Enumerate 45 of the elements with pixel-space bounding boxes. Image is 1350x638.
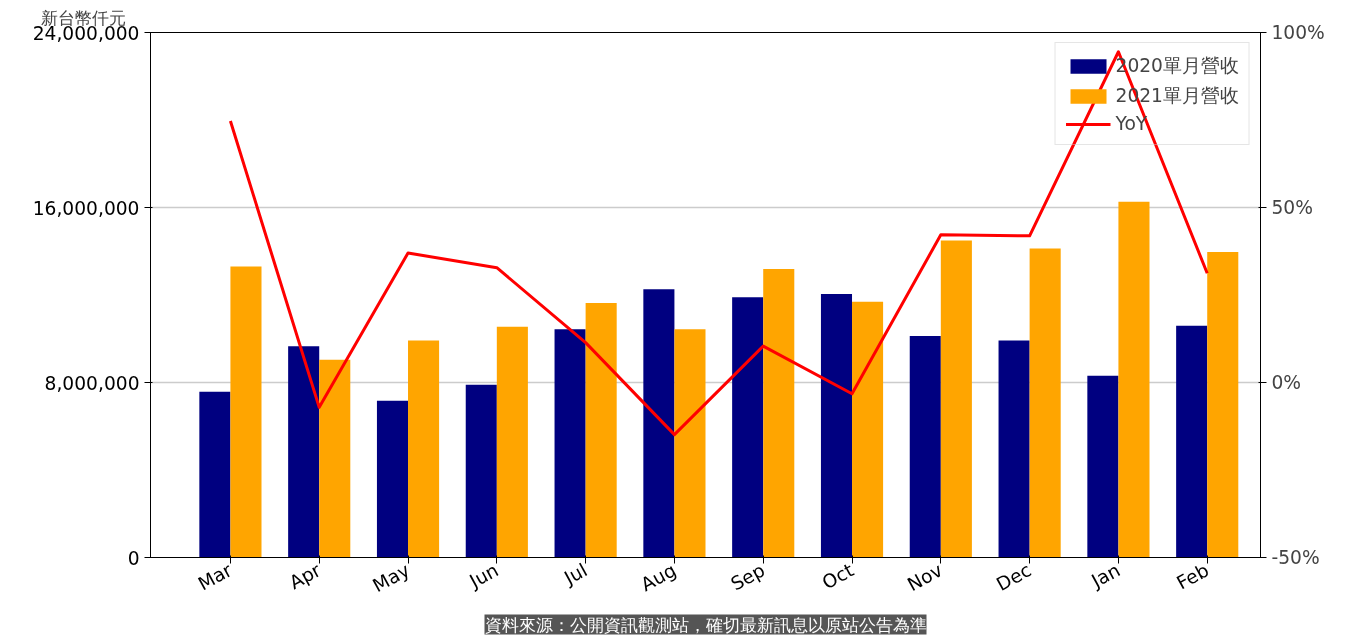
bar <box>199 391 231 558</box>
x-tick-label: Jun <box>465 559 502 593</box>
bar <box>230 266 262 558</box>
bar <box>376 400 409 558</box>
bar <box>288 346 320 558</box>
bar <box>763 268 795 558</box>
x-tick-label: Jan <box>1087 559 1124 592</box>
bar <box>674 329 706 558</box>
x-tick-label: Nov <box>903 559 946 596</box>
y2-tick-label: 0% <box>1271 372 1302 393</box>
bar <box>852 301 884 558</box>
bar <box>820 293 853 558</box>
x-tick-label: Oct <box>818 559 858 594</box>
bar <box>1118 201 1150 558</box>
x-tick-label: Aug <box>637 559 680 596</box>
y-tick-label: 0 <box>127 547 140 569</box>
bar <box>1207 251 1239 558</box>
bar <box>319 359 351 558</box>
x-tick-label: Feb <box>1173 559 1213 594</box>
y2-tick-label: 100% <box>1271 22 1325 43</box>
x-tick-label: Mar <box>194 559 236 595</box>
bar <box>1087 375 1119 558</box>
bar <box>909 335 941 558</box>
x-tick-label: Apr <box>285 559 325 594</box>
legend-label: YoY <box>1115 113 1148 134</box>
bar <box>554 329 586 558</box>
bar <box>998 340 1030 558</box>
bar <box>1029 248 1061 558</box>
bar <box>496 326 528 558</box>
y2-tick-label: -50% <box>1271 547 1320 568</box>
x-tick-label: Sep <box>727 559 769 595</box>
y2-tick-label: 50% <box>1271 197 1313 218</box>
bar <box>408 340 440 558</box>
y-tick-label: 8,000,000 <box>44 372 140 394</box>
x-tick-label: Dec <box>992 559 1035 596</box>
bar <box>940 240 972 558</box>
bar <box>732 297 764 558</box>
y-tick-label: 16,000,000 <box>32 197 140 219</box>
bar <box>643 289 675 558</box>
bar <box>465 384 497 558</box>
x-tick-label: Jul <box>559 559 591 589</box>
bar <box>1176 325 1208 558</box>
source-note: 資料來源：公開資訊觀測站，確切最新訊息以原站公告為準 <box>484 614 927 635</box>
bar <box>585 302 617 558</box>
x-tick-label: May <box>369 559 414 597</box>
